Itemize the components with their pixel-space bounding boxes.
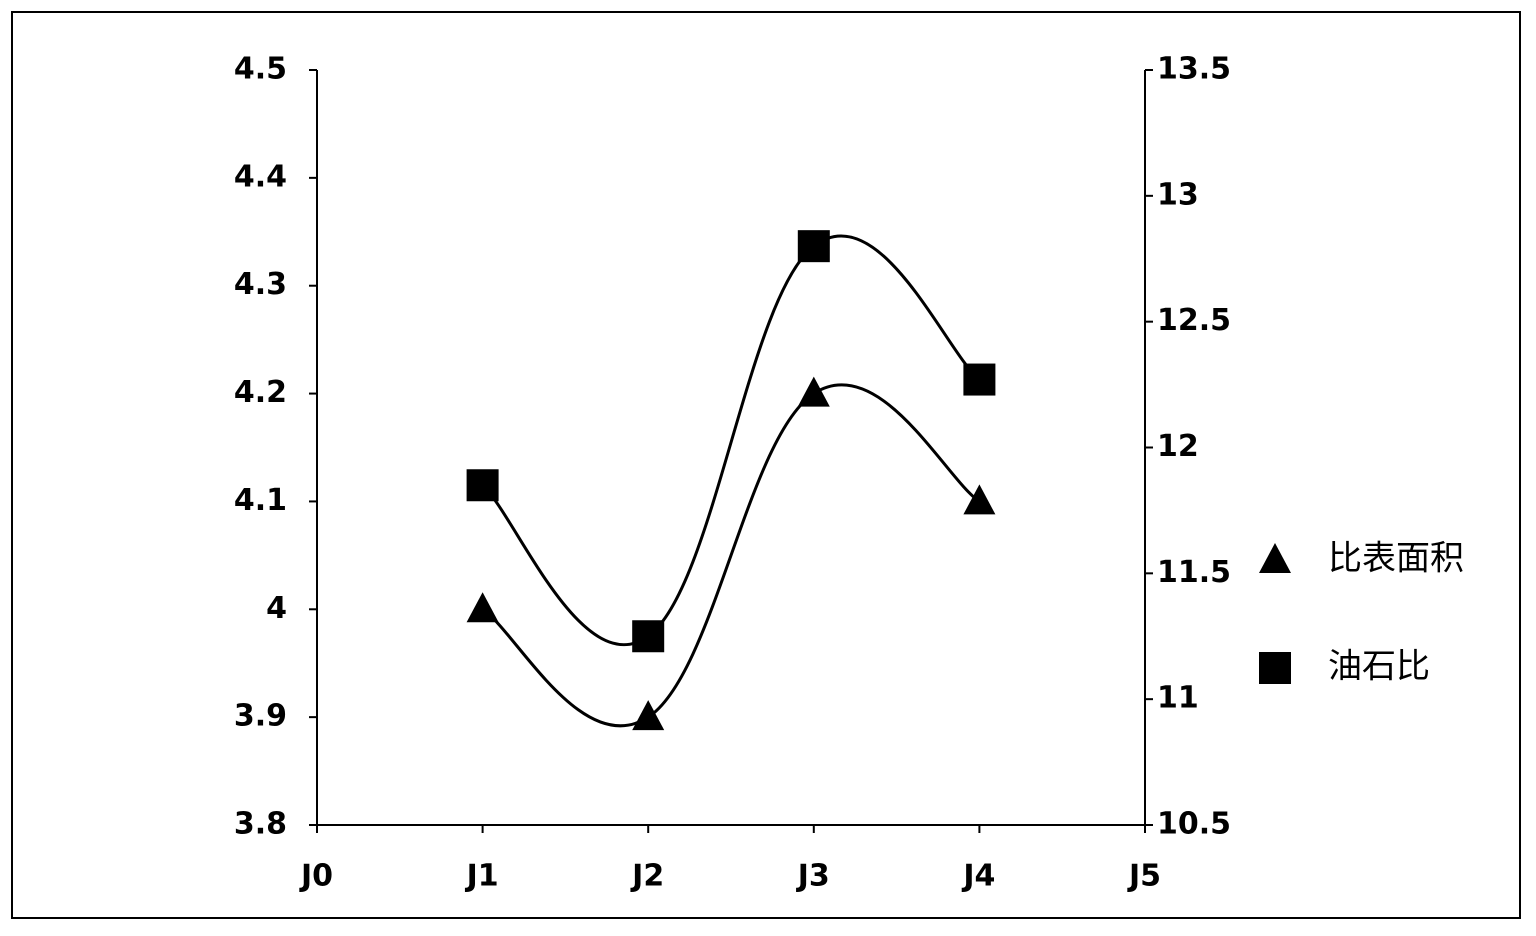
x-tick-label: J1 (465, 859, 499, 894)
triangle-marker (797, 376, 830, 407)
y2-tick-label: 11.5 (1157, 555, 1231, 590)
triangle-marker (466, 592, 499, 623)
triangle-marker (963, 484, 996, 515)
y-tick-label: 4.3 (234, 267, 287, 302)
square-marker (963, 363, 996, 396)
y-tick-label: 3.8 (234, 807, 287, 842)
y-tick-label: 4.5 (234, 52, 287, 87)
square-marker (1259, 652, 1291, 684)
square-marker (797, 230, 830, 263)
legend-label: 比表面积 (1328, 539, 1464, 579)
y2-tick-label: 13.5 (1157, 52, 1231, 87)
x-tick-label: J0 (299, 859, 333, 894)
series-line (481, 234, 981, 647)
y2-tick-label: 11 (1157, 681, 1199, 716)
legend-label: 油石比 (1328, 647, 1430, 687)
x-tick-label: J4 (961, 859, 995, 894)
x-tick-label: J2 (630, 859, 664, 894)
square-marker (632, 620, 665, 653)
triangle-marker (632, 700, 665, 731)
y2-tick-label: 12.5 (1157, 303, 1231, 338)
y2-tick-label: 10.5 (1157, 807, 1231, 842)
y2-tick-label: 13 (1157, 177, 1199, 212)
y-tick-label: 4.4 (234, 159, 287, 194)
y-tick-label: 4.2 (234, 375, 287, 410)
triangle-marker (1259, 543, 1291, 573)
series-line (481, 383, 981, 728)
y-tick-label: 3.9 (234, 699, 287, 734)
square-marker (466, 469, 499, 502)
y-tick-label: 4.1 (234, 483, 287, 518)
x-tick-label: J5 (1127, 859, 1161, 894)
y-tick-label: 4 (266, 591, 287, 626)
x-tick-label: J3 (796, 859, 830, 894)
y2-tick-label: 12 (1157, 429, 1199, 464)
